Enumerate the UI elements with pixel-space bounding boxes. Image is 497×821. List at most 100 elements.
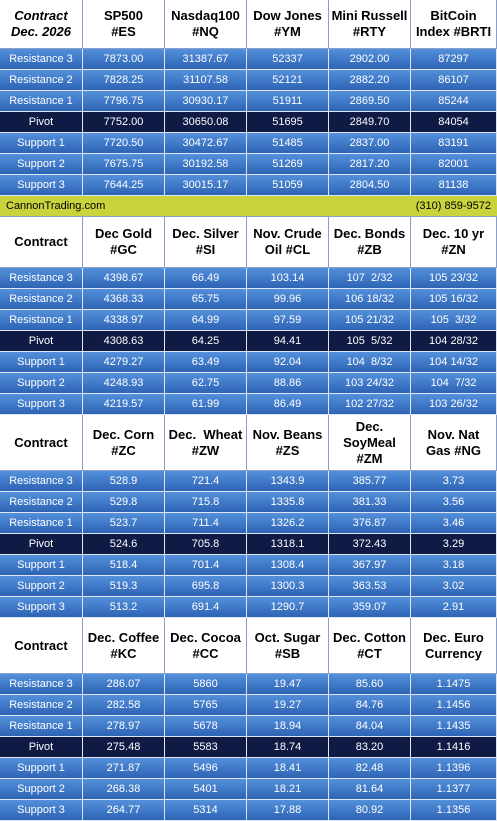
price-cell: 1343.9: [247, 471, 329, 492]
column-header: Contract: [0, 618, 83, 674]
price-cell: 2.91: [411, 597, 497, 618]
column-header: Dec. Silver #SI: [165, 217, 247, 268]
price-cell: 691.4: [165, 597, 247, 618]
row-label: Resistance 2: [0, 289, 83, 310]
price-cell: 1.1435: [411, 716, 497, 737]
price-cell: 1.1356: [411, 800, 497, 821]
price-cell: 721.4: [165, 471, 247, 492]
row-label: Support 2: [0, 576, 83, 597]
price-cell: 105 16/32: [411, 289, 497, 310]
price-cell: 518.4: [83, 555, 165, 576]
price-cell: 1.1396: [411, 758, 497, 779]
price-cell: 7828.25: [83, 70, 165, 91]
price-cell: 30472.67: [165, 133, 247, 154]
price-cell: 64.25: [165, 331, 247, 352]
row-label: Support 3: [0, 597, 83, 618]
price-cell: 705.8: [165, 534, 247, 555]
price-cell: 4219.57: [83, 394, 165, 415]
price-cell: 3.29: [411, 534, 497, 555]
price-cell: 367.97: [329, 555, 411, 576]
column-header: Contract: [0, 415, 83, 471]
price-cell: 92.04: [247, 352, 329, 373]
price-cell: 359.07: [329, 597, 411, 618]
price-cell: 381.33: [329, 492, 411, 513]
price-cell: 695.8: [165, 576, 247, 597]
price-cell: 3.73: [411, 471, 497, 492]
price-cell: 30015.17: [165, 175, 247, 196]
price-cell: 385.77: [329, 471, 411, 492]
price-cell: 51485: [247, 133, 329, 154]
price-cell: 2804.50: [329, 175, 411, 196]
price-cell: 80.92: [329, 800, 411, 821]
price-cell: 104 7/32: [411, 373, 497, 394]
price-cell: 86.49: [247, 394, 329, 415]
price-cell: 5583: [165, 737, 247, 758]
price-cell: 271.87: [83, 758, 165, 779]
column-header: Nov. Nat Gas #NG: [411, 415, 497, 471]
price-cell: 2837.00: [329, 133, 411, 154]
price-cell: 1335.8: [247, 492, 329, 513]
price-cell: 2869.50: [329, 91, 411, 112]
price-cell: 3.56: [411, 492, 497, 513]
column-header: Dec. Wheat #ZW: [165, 415, 247, 471]
price-cell: 1290.7: [247, 597, 329, 618]
price-cell: 99.96: [247, 289, 329, 310]
price-cell: 278.97: [83, 716, 165, 737]
price-cell: 372.43: [329, 534, 411, 555]
price-cell: 5401: [165, 779, 247, 800]
price-cell: 1.1475: [411, 674, 497, 695]
price-cell: 711.4: [165, 513, 247, 534]
price-cell: 103 24/32: [329, 373, 411, 394]
column-header: Dec. Cocoa #CC: [165, 618, 247, 674]
price-cell: 88.86: [247, 373, 329, 394]
row-label: Pivot: [0, 112, 83, 133]
row-label: Support 1: [0, 758, 83, 779]
row-label: Resistance 1: [0, 513, 83, 534]
price-cell: 523.7: [83, 513, 165, 534]
column-header: Nasdaq100 #NQ: [165, 0, 247, 49]
price-cell: 7644.25: [83, 175, 165, 196]
price-cell: 82.48: [329, 758, 411, 779]
price-cell: 106 18/32: [329, 289, 411, 310]
row-label: Resistance 3: [0, 471, 83, 492]
price-cell: 103.14: [247, 268, 329, 289]
price-cell: 97.59: [247, 310, 329, 331]
row-label: Resistance 3: [0, 49, 83, 70]
price-cell: 1300.3: [247, 576, 329, 597]
price-cell: 30930.17: [165, 91, 247, 112]
price-cell: 104 28/32: [411, 331, 497, 352]
price-cell: 19.27: [247, 695, 329, 716]
row-label: Resistance 3: [0, 674, 83, 695]
price-cell: 18.94: [247, 716, 329, 737]
price-cell: 1326.2: [247, 513, 329, 534]
price-table: Contract Dec. Corn #ZC Dec. Wheat #ZW Nov. …: [0, 415, 497, 618]
column-header: Dec Gold #GC: [83, 217, 165, 268]
price-cell: 1.1456: [411, 695, 497, 716]
price-cell: 4308.63: [83, 331, 165, 352]
price-cell: 376.87: [329, 513, 411, 534]
price-cell: 30650.08: [165, 112, 247, 133]
price-cell: 18.74: [247, 737, 329, 758]
price-cell: 85244: [411, 91, 497, 112]
price-cell: 2817.20: [329, 154, 411, 175]
price-cell: 7720.50: [83, 133, 165, 154]
row-label: Support 2: [0, 154, 83, 175]
price-cell: 94.41: [247, 331, 329, 352]
row-label: Pivot: [0, 534, 83, 555]
price-cell: 701.4: [165, 555, 247, 576]
price-cell: 81.64: [329, 779, 411, 800]
price-cell: 4279.27: [83, 352, 165, 373]
price-cell: 84054: [411, 112, 497, 133]
row-label: Pivot: [0, 331, 83, 352]
price-cell: 264.77: [83, 800, 165, 821]
column-header: SP500 #ES: [83, 0, 165, 49]
price-cell: 2882.20: [329, 70, 411, 91]
column-header: Dec. Corn #ZC: [83, 415, 165, 471]
price-cell: 86107: [411, 70, 497, 91]
price-cell: 3.18: [411, 555, 497, 576]
price-cell: 1.1377: [411, 779, 497, 800]
row-label: Resistance 2: [0, 492, 83, 513]
contact-banner: CannonTrading.com (310) 859-9572: [0, 196, 497, 217]
price-cell: 83191: [411, 133, 497, 154]
row-label: Support 3: [0, 800, 83, 821]
